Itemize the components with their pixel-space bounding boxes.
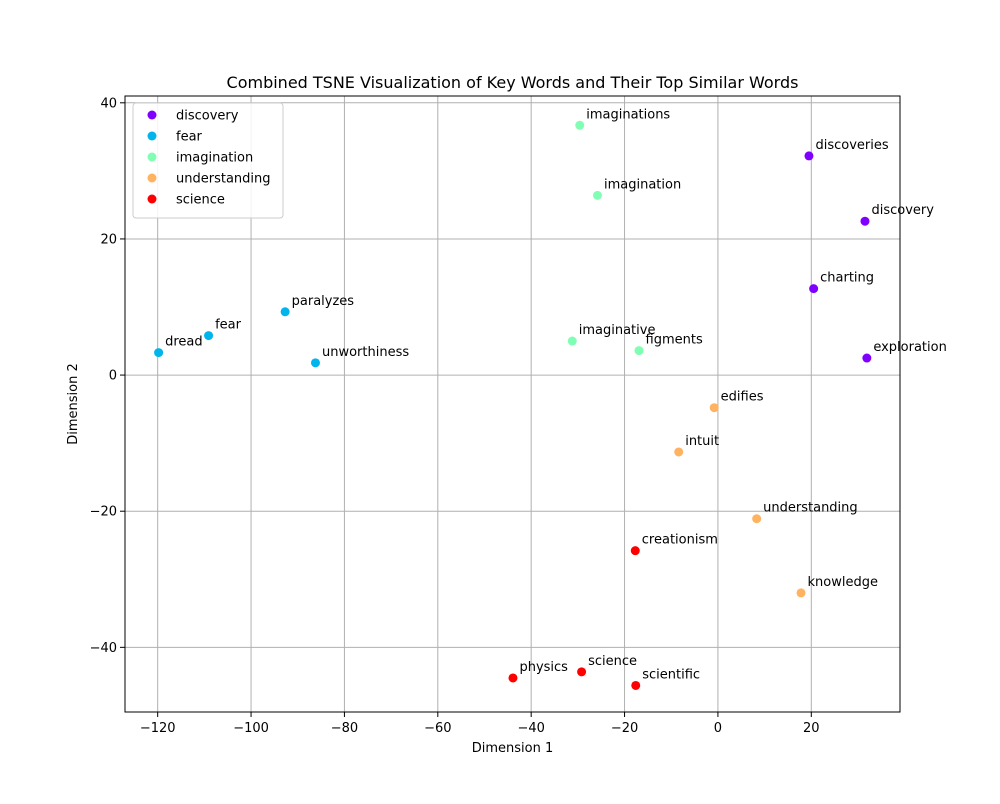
- data-points: [154, 120, 872, 690]
- point-label-unworthiness: unworthiness: [322, 345, 409, 360]
- data-point-figments: [634, 346, 644, 356]
- data-point-creationism: [630, 546, 640, 556]
- data-point-unworthiness: [310, 358, 320, 368]
- point-label-exploration: exploration: [873, 340, 947, 355]
- point-label-imagination: imagination: [604, 177, 681, 192]
- x-tick-label: −60: [424, 721, 451, 736]
- data-point-fear: [204, 331, 214, 341]
- point-label-figments: figments: [646, 333, 703, 348]
- data-point-exploration: [862, 353, 872, 363]
- data-point-paralyzes: [280, 307, 290, 317]
- plot-area-frame: [124, 95, 901, 713]
- axis-ticks: −120 −100 −80 −60 −40 −20 0 20 −40 −20 0 20 40: [90, 96, 820, 736]
- point-label-imaginative: imaginative: [579, 323, 656, 338]
- data-point-imagination: [592, 190, 602, 200]
- data-point-discovery: [860, 216, 870, 226]
- y-tick-label: −20: [90, 505, 117, 520]
- data-point-physics: [508, 673, 518, 683]
- data-point-imaginations: [575, 120, 585, 130]
- grid-lines: [125, 96, 900, 712]
- legend-marker-discovery: [147, 110, 157, 120]
- legend-frame: [132, 102, 284, 219]
- data-point-intuit: [674, 447, 684, 457]
- x-tick-label: −20: [611, 721, 638, 736]
- y-tick-label: 0: [109, 369, 117, 384]
- x-tick-label: −120: [140, 721, 176, 736]
- point-label-charting: charting: [820, 271, 874, 286]
- point-label-science: science: [588, 654, 637, 669]
- point-label-discoveries: discoveries: [815, 138, 888, 153]
- legend-label-fear: fear: [176, 130, 203, 145]
- y-tick-label: 40: [100, 96, 117, 111]
- point-label-creationism: creationism: [642, 533, 718, 548]
- point-label-understanding: understanding: [763, 501, 858, 516]
- y-tick-label: −40: [90, 641, 117, 656]
- point-label-fear: fear: [215, 318, 242, 333]
- legend: discovery fear imagination understanding sci…: [132, 102, 284, 219]
- data-point-dread: [154, 348, 164, 358]
- legend-marker-imagination: [147, 152, 157, 162]
- data-point-discoveries: [804, 151, 814, 161]
- data-point-science: [577, 667, 587, 677]
- point-label-intuit: intuit: [685, 434, 719, 449]
- data-point-edifies: [709, 403, 719, 413]
- point-label-physics: physics: [519, 660, 568, 675]
- data-point-understanding: [752, 514, 762, 524]
- x-tick-label: 20: [803, 721, 820, 736]
- y-tick-label: 20: [100, 232, 117, 247]
- chart-title: Combined TSNE Visualization of Key Words…: [227, 73, 799, 92]
- x-tick-label: −100: [233, 721, 269, 736]
- legend-label-imagination: imagination: [176, 151, 253, 166]
- x-tick-label: 0: [714, 721, 722, 736]
- data-point-imaginative: [567, 336, 577, 346]
- x-tick-label: −40: [517, 721, 544, 736]
- x-tick-label: −80: [331, 721, 358, 736]
- point-label-imaginations: imaginations: [586, 107, 670, 122]
- data-point-knowledge: [796, 588, 806, 598]
- legend-label-understanding: understanding: [176, 172, 271, 187]
- point-label-knowledge: knowledge: [808, 575, 878, 590]
- legend-marker-fear: [147, 131, 157, 141]
- data-point-scientific: [631, 680, 641, 690]
- point-label-dread: dread: [165, 335, 203, 350]
- point-label-edifies: edifies: [721, 390, 764, 405]
- point-labels: discoveries discovery charting exploration p…: [165, 107, 947, 682]
- legend-label-discovery: discovery: [176, 109, 239, 124]
- point-label-paralyzes: paralyzes: [292, 294, 355, 309]
- legend-marker-science: [147, 194, 157, 204]
- data-point-charting: [809, 284, 819, 294]
- x-axis-label: Dimension 1: [472, 741, 554, 756]
- legend-marker-understanding: [147, 173, 157, 183]
- point-label-discovery: discovery: [871, 203, 934, 218]
- y-axis-label: Dimension 2: [66, 363, 81, 445]
- legend-label-science: science: [176, 193, 225, 208]
- point-label-scientific: scientific: [642, 667, 700, 682]
